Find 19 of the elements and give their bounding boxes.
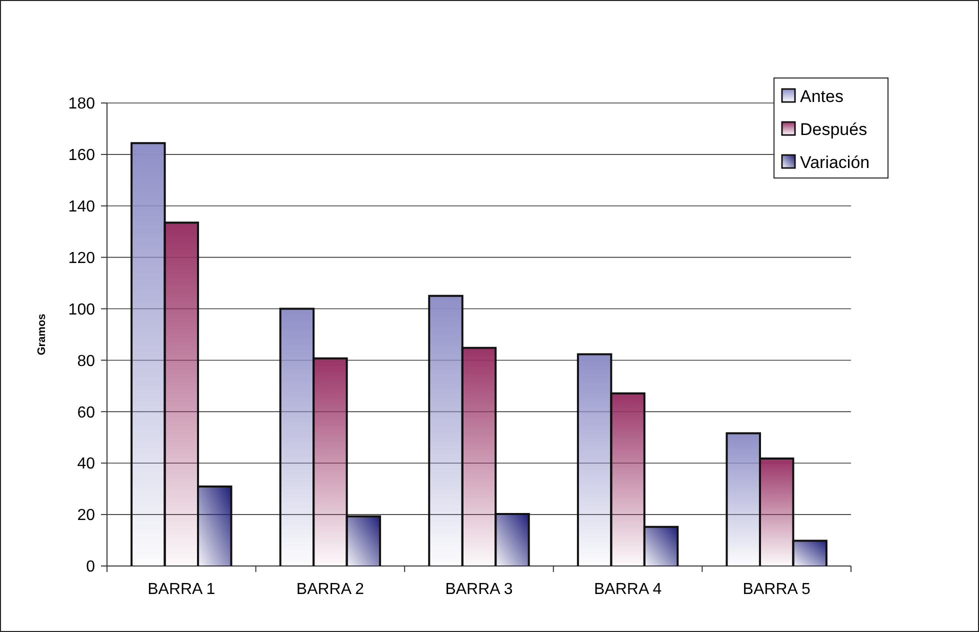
x-tick-label: BARRA 1 — [148, 581, 216, 598]
legend-label: Antes — [800, 86, 844, 106]
x-tick-label: BARRA 5 — [742, 581, 810, 598]
x-tick-label: BARRA 3 — [445, 581, 513, 598]
legend-label: Variación — [800, 152, 870, 172]
y-tick-label: 120 — [68, 250, 96, 267]
y-tick-label: 20 — [77, 507, 96, 524]
y-tick-label: 60 — [77, 404, 96, 422]
y-tick-label: 40 — [77, 456, 96, 473]
legend-label: Después — [800, 120, 868, 139]
y-tick-label: 140 — [68, 198, 96, 216]
y-tick-label: 160 — [68, 147, 96, 164]
y-tick-label: 180 — [68, 96, 96, 113]
y-tick-label: 100 — [68, 301, 96, 318]
x-tick-label: BARRA 2 — [296, 581, 364, 598]
y-tick-label: 0 — [86, 558, 96, 576]
y-axis-title: Gramos — [36, 314, 48, 356]
x-tick-label: BARRA 4 — [594, 581, 662, 598]
y-tick-label: 80 — [77, 352, 96, 370]
